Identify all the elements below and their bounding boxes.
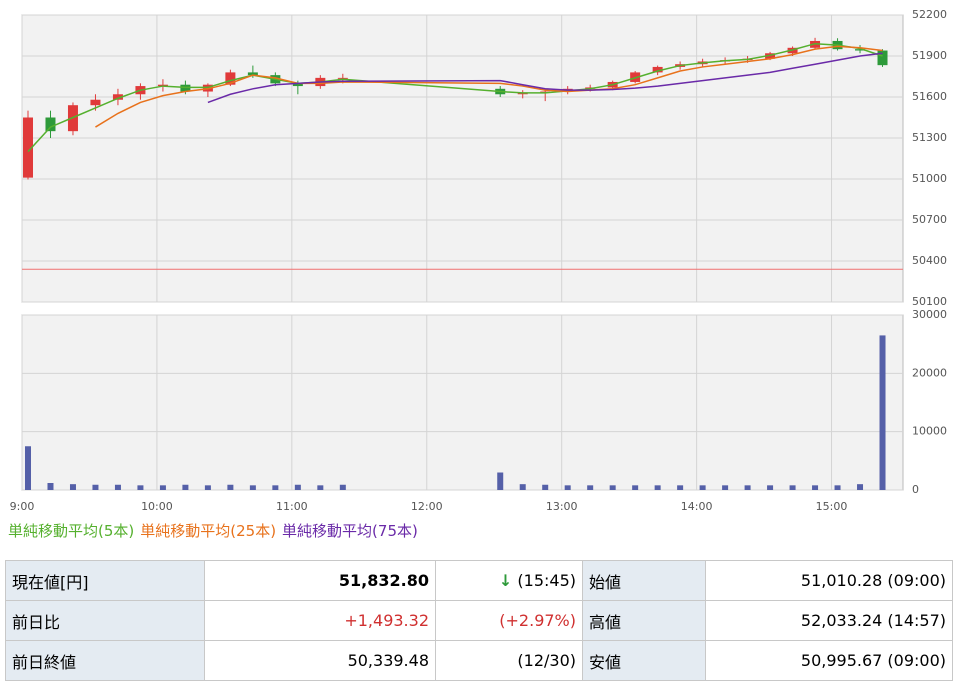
- x-tick-label: 12:00: [411, 500, 443, 513]
- volume-bar: [834, 485, 841, 490]
- candle-body: [23, 117, 33, 178]
- volume-bar: [339, 484, 346, 490]
- volume-bar: [609, 485, 616, 490]
- y-tick-label: 50100: [912, 295, 947, 308]
- cell: +1,493.32: [204, 600, 436, 641]
- cell: 現在値[円]: [5, 560, 205, 601]
- y-tick-label: 51000: [912, 172, 947, 185]
- volume-panel: [21, 314, 904, 491]
- x-tick-label: 10:00: [141, 500, 173, 513]
- volume-bar: [519, 484, 526, 490]
- volume-bar: [744, 485, 751, 490]
- ma-line: [27, 42, 883, 153]
- volume-bar: [812, 485, 819, 490]
- cell: 50,339.48: [204, 640, 436, 681]
- volume-bar: [699, 485, 706, 490]
- candle-body: [877, 50, 888, 66]
- volume-bar: [879, 335, 886, 490]
- legend-item: 単純移動平均(25本): [140, 522, 277, 540]
- volume-bar: [249, 485, 256, 490]
- y-tick-label: 51600: [912, 90, 947, 103]
- x-tick-label: 13:00: [546, 500, 578, 513]
- volume-bar: [69, 484, 76, 490]
- candle-body: [90, 99, 101, 106]
- volume-bar: [767, 485, 774, 490]
- volume-bar: [92, 484, 99, 490]
- volume-bar: [677, 485, 684, 490]
- cell: 51,010.28 (09:00): [705, 560, 953, 601]
- volume-bar: [47, 483, 54, 490]
- x-tick-label: 15:00: [816, 500, 848, 513]
- candle-body: [292, 83, 303, 87]
- cell: (+2.97%): [435, 600, 583, 641]
- volume-bar: [137, 485, 144, 490]
- volume-bar: [857, 484, 864, 490]
- volume-bar: [587, 485, 594, 490]
- volume-bar: [25, 446, 31, 490]
- y-tick-label: 30000: [912, 308, 947, 321]
- arrow: ↓: [498, 571, 513, 590]
- cell: 高値: [582, 600, 706, 641]
- volume-bar: [542, 484, 549, 490]
- volume-bar: [272, 485, 279, 490]
- candle-body: [225, 72, 236, 85]
- volume-bar: [114, 484, 121, 490]
- volume-bar: [317, 485, 324, 490]
- x-tick-label: 11:00: [276, 500, 308, 513]
- candle-body: [112, 94, 123, 100]
- candle-body: [855, 49, 866, 51]
- ma-line: [207, 52, 883, 104]
- legend: 単純移動平均(5本) 単純移動平均(25本) 単純移動平均(75本): [8, 520, 424, 541]
- volume-bar: [632, 485, 639, 490]
- cell: 52,033.24 (14:57): [705, 600, 953, 641]
- y-tick-label: 51300: [912, 131, 947, 144]
- volume-bar: [227, 484, 234, 490]
- ma-line: [95, 45, 883, 128]
- cell: 前日終値: [5, 640, 205, 681]
- y-tick-label: 52200: [912, 8, 947, 21]
- y-tick-label: 50400: [912, 254, 947, 267]
- time: (15:45): [517, 571, 576, 590]
- cell: 51,832.80: [204, 560, 436, 601]
- volume-bar: [294, 484, 301, 490]
- cell: 安値: [582, 640, 706, 681]
- volume-bar: [722, 485, 729, 490]
- price-panel: [21, 14, 904, 303]
- y-tick-label: 50700: [912, 213, 947, 226]
- candle-body: [337, 77, 348, 79]
- y-tick-label: 20000: [912, 366, 947, 379]
- candle-body: [45, 117, 56, 132]
- volume-bar: [654, 485, 661, 490]
- cell: ↓ (15:45): [435, 560, 583, 601]
- cell: (12/30): [435, 640, 583, 681]
- chart: 9:00 10:00 11:00 12:00 13:00 14:00 15:00 50100 5…: [10, 8, 947, 513]
- volume-bar: [182, 484, 189, 490]
- y-tick-label: 10000: [912, 425, 947, 438]
- volume-bar: [564, 485, 571, 490]
- y-tick-label: 51900: [912, 49, 947, 62]
- volume-bar: [204, 485, 211, 490]
- quote-table: 現在値[円] 51,832.80 ↓ (15:45) 始値 51,010.28 …: [5, 560, 953, 681]
- volume-bar: [159, 485, 166, 490]
- y-tick-label: 0: [912, 483, 919, 496]
- cell: 前日比: [5, 600, 205, 641]
- volume-bar: [497, 472, 504, 490]
- x-tick-label: 14:00: [681, 500, 713, 513]
- volume-bar: [789, 485, 796, 490]
- candle-body: [247, 72, 258, 76]
- candle-body: [652, 66, 663, 73]
- legend-item: 単純移動平均(75本): [282, 522, 418, 540]
- cell: 50,995.67 (09:00): [705, 640, 953, 681]
- legend-item: 単純移動平均(5本): [8, 522, 135, 540]
- x-tick-label: 9:00: [10, 500, 35, 513]
- cell: 始値: [582, 560, 706, 601]
